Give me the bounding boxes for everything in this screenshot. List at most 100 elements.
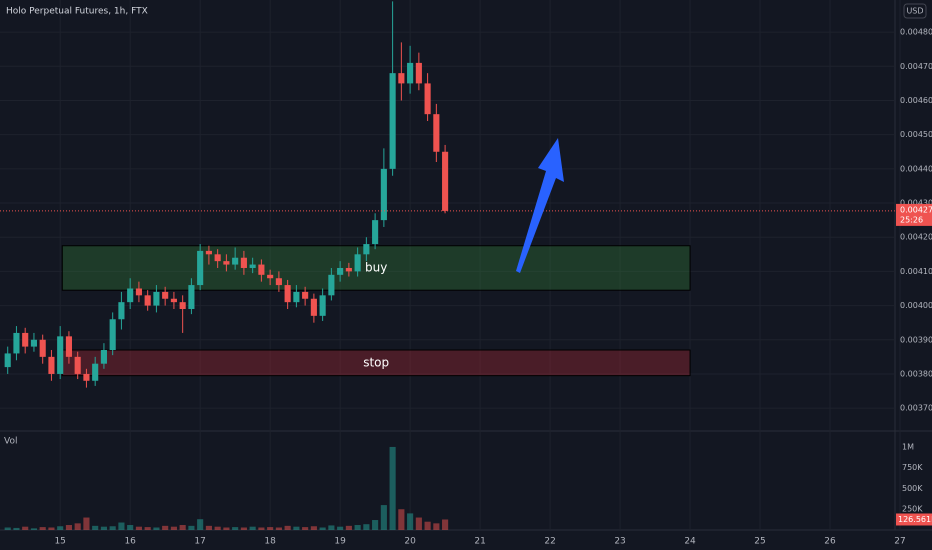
candle-body: [13, 332, 20, 354]
candle-body: [310, 298, 317, 316]
volume-bar: [118, 522, 125, 530]
candle-body: [249, 264, 256, 268]
volume-bar: [13, 527, 20, 530]
candle-body: [74, 356, 81, 374]
candle-body: [258, 264, 265, 275]
volume-bar: [442, 519, 449, 530]
x-tick-label: 21: [474, 537, 485, 547]
candle-body: [39, 339, 46, 357]
volume-bar: [407, 513, 414, 530]
candle-body: [214, 254, 221, 262]
volume-bar: [100, 526, 107, 530]
volume-bar: [415, 517, 422, 530]
volume-bar: [232, 527, 239, 530]
currency-box[interactable]: [903, 3, 927, 19]
x-tick-label: 25: [754, 537, 765, 547]
candle-body: [380, 168, 387, 221]
volume-bar: [293, 526, 300, 530]
candle-body: [223, 261, 230, 265]
volume-bar: [153, 527, 160, 530]
candle-body: [170, 298, 177, 303]
candle-body: [275, 278, 282, 286]
zone: [61, 349, 691, 377]
candle-body: [135, 288, 142, 296]
volume-bar: [30, 528, 38, 530]
countdown: 25:26: [900, 215, 923, 224]
x-tick-label: 20: [404, 537, 416, 547]
x-tick-label: 16: [124, 537, 136, 547]
volume-bar: [135, 526, 142, 530]
candle-body: [407, 62, 414, 84]
candle-body: [83, 373, 90, 381]
candle-body: [48, 356, 55, 374]
volume-bar: [424, 521, 431, 530]
volume-bar: [162, 525, 169, 530]
volume-bar: [214, 526, 221, 530]
volume-bar: [380, 505, 387, 530]
volume-bar: [354, 525, 361, 530]
candle-body: [293, 291, 300, 303]
volume-bar: [223, 527, 230, 530]
volume-bar: [205, 525, 212, 530]
x-tick-label: 26: [824, 537, 836, 547]
volume-bar: [389, 446, 396, 530]
volume-bar: [433, 523, 440, 530]
currency[interactable]: USD: [906, 7, 923, 16]
volume-bar: [372, 520, 379, 530]
candle-body: [127, 288, 134, 303]
candle-body: [4, 353, 11, 368]
candle-body: [284, 285, 291, 303]
candle-body: [415, 62, 422, 84]
x-tick-label: 23: [614, 537, 625, 547]
volume-bar: [188, 525, 195, 530]
volume-bar: [170, 526, 177, 530]
zone: [61, 245, 691, 291]
volume-bar: [197, 519, 204, 530]
candle-body: [232, 257, 239, 265]
volume-title: Vol: [4, 437, 17, 447]
candle-body: [162, 291, 169, 299]
volume-tick-label: 250K: [902, 505, 923, 514]
volume-bar: [48, 527, 55, 530]
x-tick-label: 19: [334, 537, 346, 547]
candle-body: [109, 319, 116, 351]
candle-body: [267, 274, 274, 279]
volume-bar: [319, 527, 326, 530]
volume-bar: [179, 525, 186, 530]
volume-bar: [345, 525, 352, 530]
volume-bar: [267, 527, 274, 530]
volume-bar: [240, 527, 247, 530]
last-price-box: [896, 203, 932, 226]
candle-body: [57, 336, 64, 374]
candle-body: [345, 267, 352, 272]
volume-bar: [398, 509, 405, 530]
candle-body: [30, 339, 38, 347]
x-tick-label: 22: [544, 537, 555, 547]
volume-last-label: 126.561K: [898, 515, 932, 524]
plot: buy stop: [0, 1, 895, 530]
volume-bar: [284, 525, 291, 530]
volume-bar: [363, 524, 370, 530]
x-tick-label: 15: [54, 537, 65, 547]
volume-bar: [127, 525, 134, 530]
x-tick-label: 17: [194, 537, 205, 547]
volume-bar: [65, 525, 72, 530]
volume-bar: [74, 523, 81, 530]
x-tick-label: 18: [264, 537, 276, 547]
volume-bar: [144, 527, 151, 530]
candle-body: [398, 73, 405, 84]
candle-body: [337, 267, 344, 275]
volume-tick-label: 1M: [902, 442, 914, 451]
